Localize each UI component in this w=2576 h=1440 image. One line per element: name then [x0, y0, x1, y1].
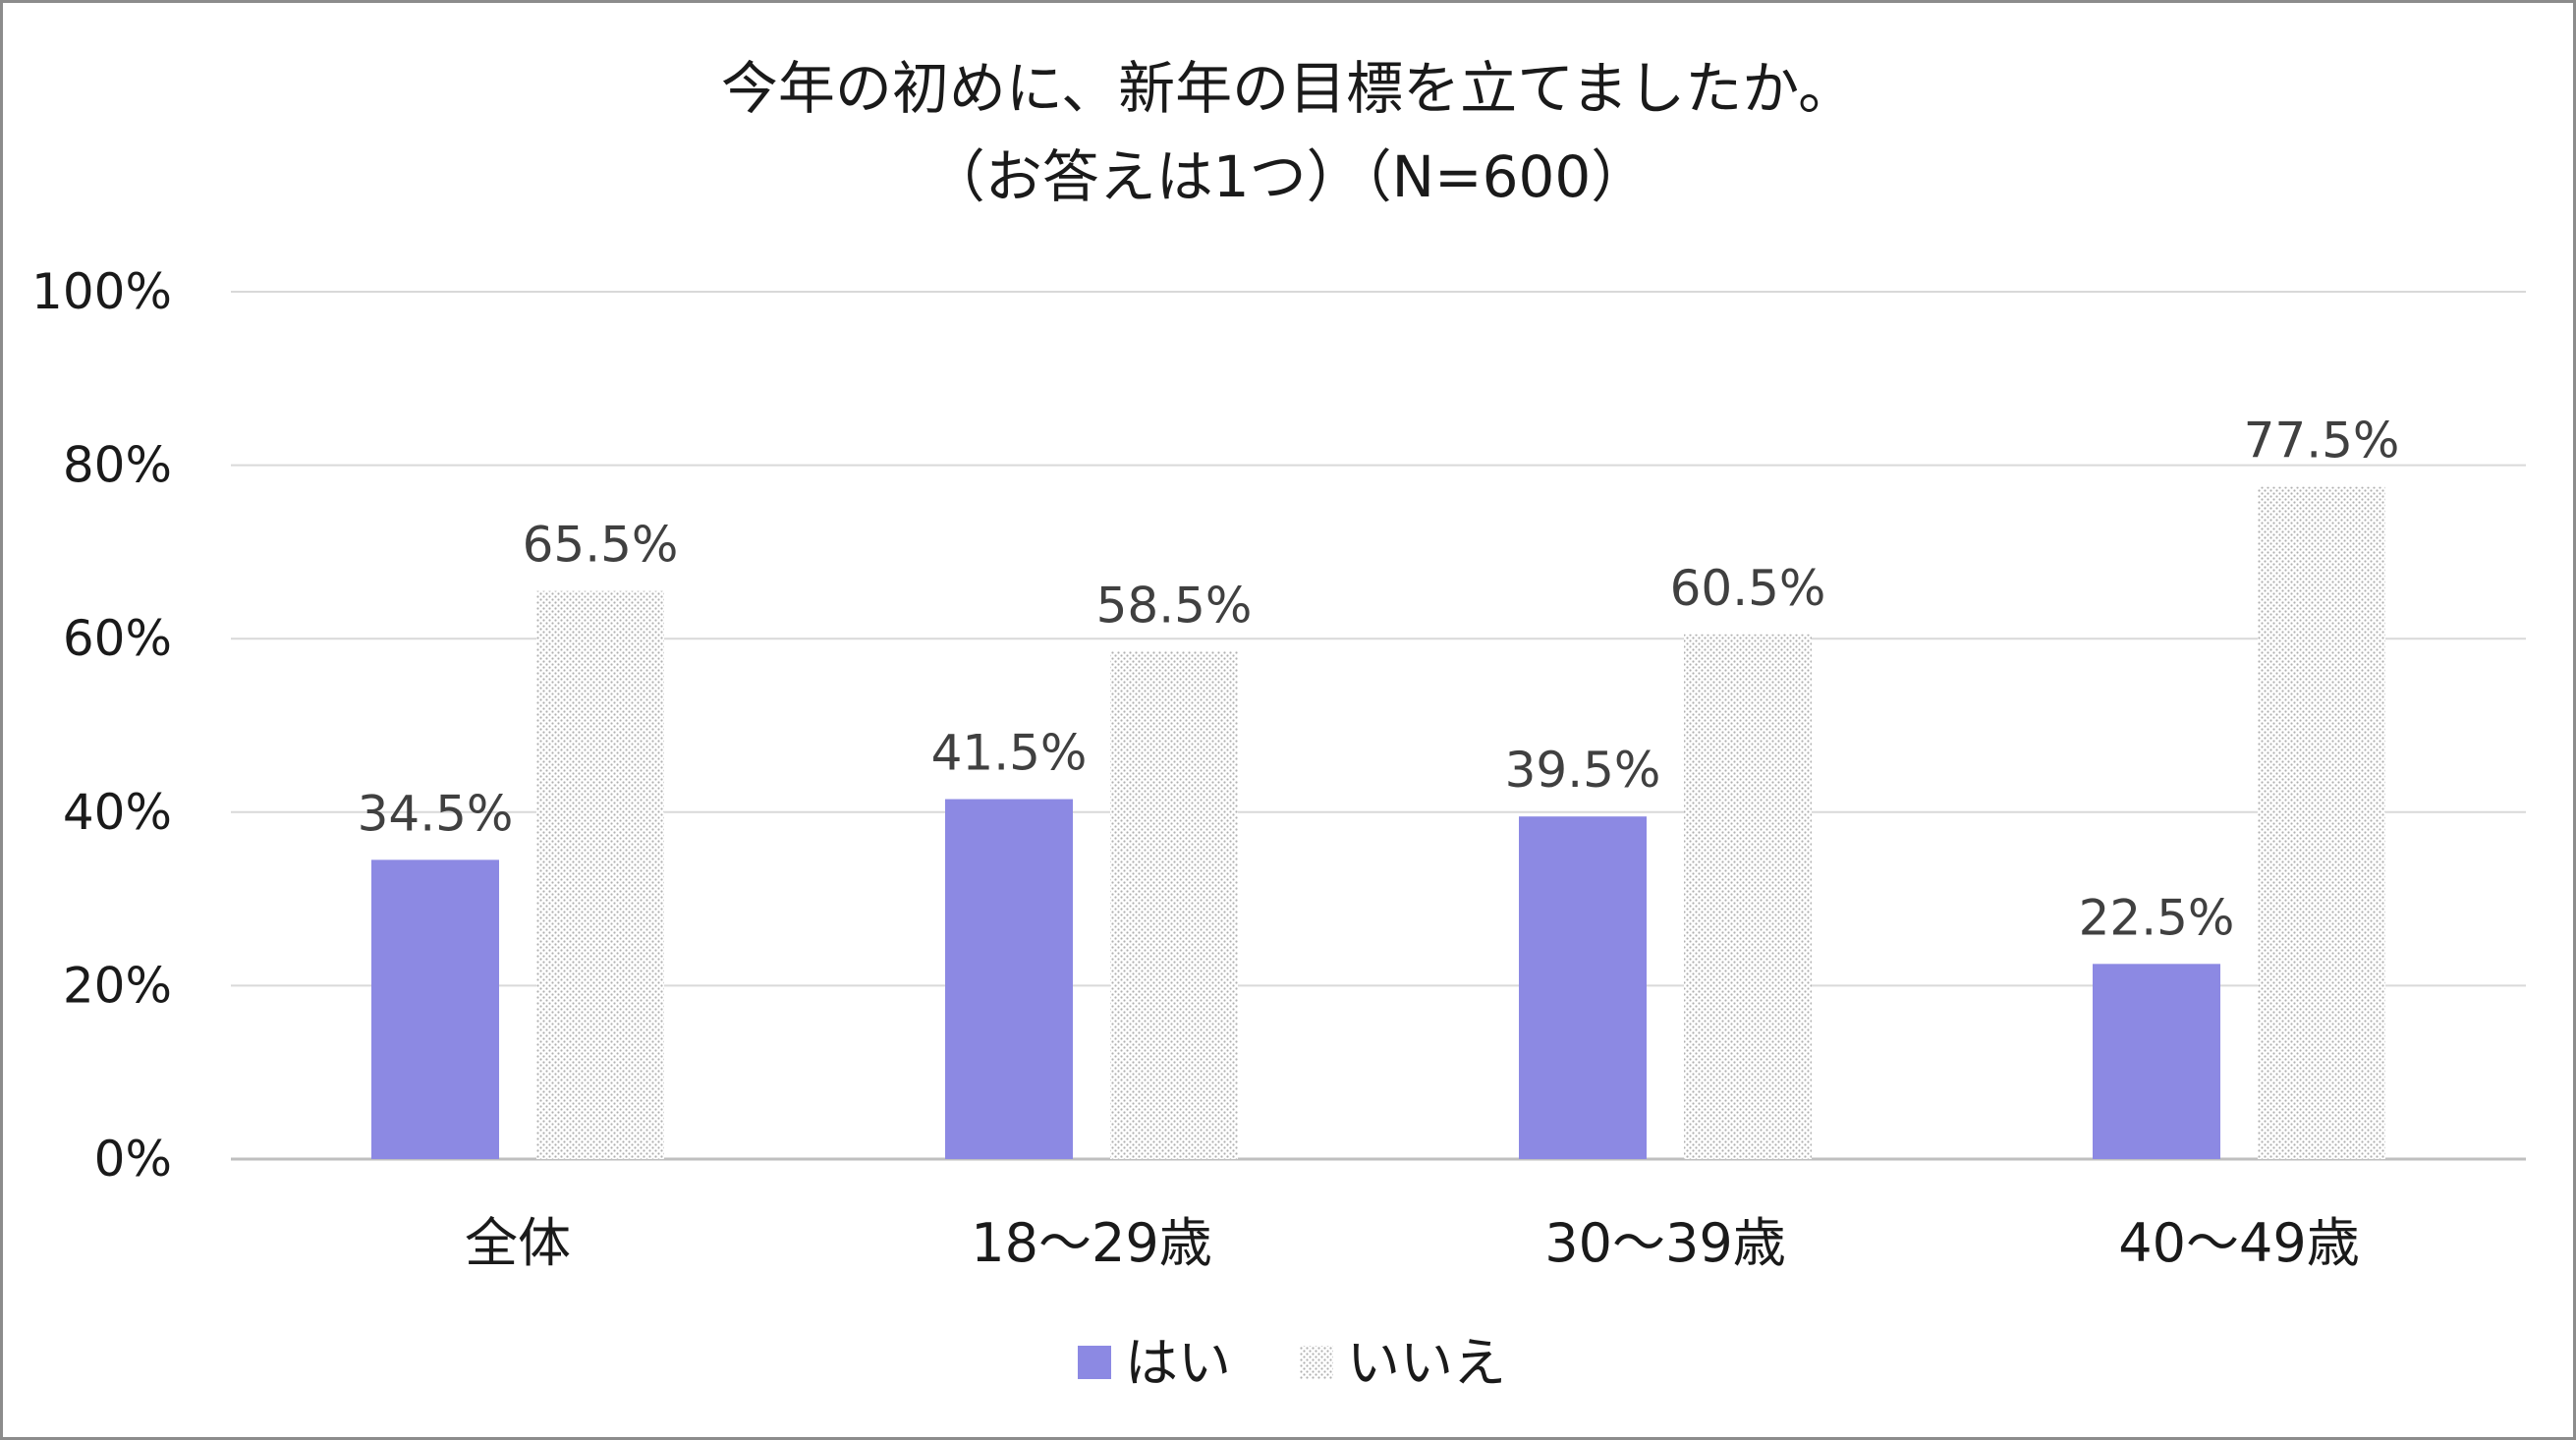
data-label: 41.5%	[931, 725, 1088, 782]
bar-no	[1684, 634, 1812, 1159]
legend-swatch-no	[1300, 1346, 1333, 1379]
x-axis: 全体 18〜29歳 30〜39歳 40〜49歳	[465, 1212, 2360, 1274]
data-label: 22.5%	[2079, 889, 2235, 946]
bar-yes	[1519, 816, 1647, 1159]
chart-subtitle: （お答えは1つ）（N=600）	[927, 143, 1649, 210]
y-tick-label: 100%	[31, 263, 172, 320]
x-tick-label: 40〜49歳	[2118, 1212, 2359, 1274]
bar-yes	[2093, 964, 2220, 1159]
x-tick-label: 30〜39歳	[1544, 1212, 1785, 1274]
data-label: 34.5%	[358, 785, 514, 842]
y-tick-label: 0%	[94, 1131, 172, 1188]
legend-label-no: いいえ	[1347, 1332, 1506, 1394]
data-label: 60.5%	[1670, 560, 1826, 617]
y-tick-label: 20%	[63, 957, 172, 1014]
y-tick-label: 60%	[63, 610, 172, 667]
bar-yes	[945, 799, 1073, 1159]
y-tick-label: 40%	[63, 784, 172, 841]
legend-label-yes: はい	[1125, 1332, 1231, 1394]
x-tick-label: 18〜29歳	[971, 1212, 1211, 1274]
bar-no	[2258, 486, 2385, 1159]
legend-swatch-yes	[1078, 1346, 1111, 1379]
data-label: 39.5%	[1505, 742, 1661, 799]
data-label: 77.5%	[2244, 413, 2400, 470]
bar-yes	[371, 859, 499, 1159]
x-tick-label: 全体	[465, 1212, 571, 1274]
data-label: 58.5%	[1096, 577, 1253, 634]
data-label: 65.5%	[523, 517, 679, 574]
bars	[371, 486, 2385, 1159]
bar-no	[536, 590, 664, 1159]
chart-title: 今年の初めに、新年の目標を立てましたか。	[720, 55, 1856, 122]
y-axis: 0% 20% 40% 60% 80% 100%	[31, 263, 172, 1188]
legend: はい いいえ	[1078, 1332, 1506, 1394]
data-labels: 34.5% 65.5% 41.5% 58.5% 39.5% 60.5% 22.5% 77.5%	[358, 413, 2400, 947]
y-tick-label: 80%	[63, 437, 172, 494]
bar-no	[1110, 651, 1238, 1159]
bar-chart: 0%20%40%60%80%100% 34.5%65.5%41.5%58.5%3…	[31, 263, 2526, 1394]
